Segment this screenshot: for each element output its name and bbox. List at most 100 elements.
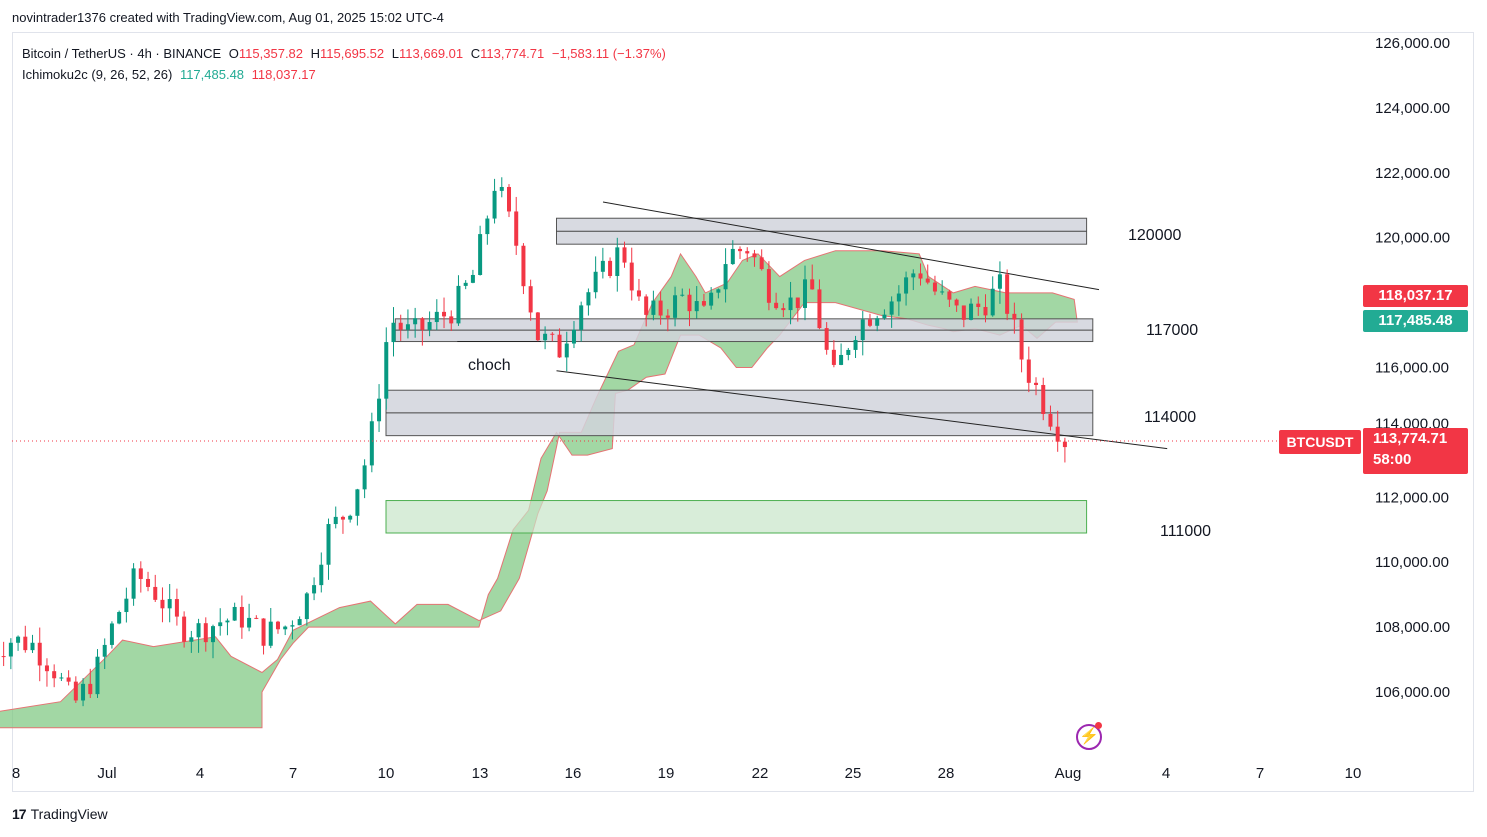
price-axis-label: 112,000.00 <box>1375 489 1449 506</box>
candle-body <box>543 333 548 341</box>
candle-body <box>405 324 410 330</box>
candle-body <box>831 349 836 365</box>
indicator-value-2: 118,037.17 <box>251 67 316 82</box>
candle-body <box>1048 413 1053 427</box>
candle-body <box>528 286 533 313</box>
candle-body <box>680 294 685 296</box>
close-value: 113,774.71 <box>480 46 545 61</box>
candle-body <box>709 292 714 306</box>
tradingview-name: TradingView <box>30 806 108 822</box>
candle-body <box>478 234 483 275</box>
indicator-legend[interactable]: Ichimoku2c (9, 26, 52, 26) 117,485.48 11… <box>22 67 320 82</box>
candle-body <box>369 421 374 466</box>
candle-body <box>391 322 396 343</box>
indicator-value-1: 117,485.48 <box>179 67 245 82</box>
candle-body <box>297 619 302 626</box>
candle-body <box>1034 382 1039 385</box>
price-axis-label: 106,000.00 <box>1375 684 1450 701</box>
candle-body <box>997 274 1002 289</box>
candle-body <box>795 297 800 308</box>
candle-body <box>904 277 909 294</box>
candle-body <box>247 617 252 628</box>
ohlc-legend: Bitcoin / TetherUS · 4h · BINANCE O115,3… <box>22 46 670 61</box>
candle-body <box>629 262 634 291</box>
candle-body <box>781 308 786 311</box>
candle-body <box>644 296 649 315</box>
candle-body <box>701 301 706 306</box>
candle-body <box>889 301 894 315</box>
candle-body <box>1005 274 1010 314</box>
candle-body <box>1055 426 1060 442</box>
candle-body <box>1 656 6 658</box>
candle-body <box>983 306 988 316</box>
candle-body <box>239 606 244 628</box>
time-axis-label: 28 <box>938 765 955 782</box>
candle-body <box>153 586 158 600</box>
candle-body <box>882 314 887 319</box>
zone-label-117000: 117000 <box>1146 322 1198 339</box>
candle-body <box>1026 359 1031 383</box>
candle-body <box>839 354 844 365</box>
candle-body <box>59 677 64 679</box>
indicator-name[interactable]: Ichimoku2c (9, 26, 52, 26) <box>22 67 173 82</box>
price-axis-label: 126,000.00 <box>1375 35 1450 52</box>
candle-body <box>918 273 923 279</box>
candle-body <box>802 279 807 308</box>
candle-body <box>651 300 656 315</box>
candle-body <box>254 617 259 619</box>
symbol-title[interactable]: Bitcoin / TetherUS · 4h · BINANCE <box>22 46 222 61</box>
lightning-icon[interactable]: ⚡ <box>1076 724 1102 750</box>
candle-body <box>456 285 461 324</box>
candle-body <box>167 599 172 609</box>
candle-body <box>723 264 728 290</box>
senkou-b-price-tag: 118,037.17 <box>1363 285 1468 307</box>
chart-frame[interactable] <box>12 32 1474 792</box>
zone-label-120000: 120000 <box>1128 227 1181 244</box>
candle-body <box>947 291 952 300</box>
candle-body <box>860 319 865 341</box>
candle-body <box>275 621 280 630</box>
candle-body <box>124 598 129 613</box>
candle-body <box>44 665 49 672</box>
candle-body <box>658 300 663 316</box>
time-axis-label: 13 <box>472 765 489 782</box>
candle-body <box>232 606 237 621</box>
candle-body <box>268 621 273 646</box>
candle-body <box>514 211 519 246</box>
candle-body <box>600 260 605 272</box>
candle-body <box>463 282 468 286</box>
price-axis-label: 108,000.00 <box>1375 619 1450 636</box>
candle-body <box>752 253 757 258</box>
candle-body <box>16 636 21 643</box>
time-axis-label: 16 <box>565 765 582 782</box>
tradingview-branding[interactable]: 17 TradingView <box>12 806 108 822</box>
candle-body <box>109 623 114 645</box>
time-axis-label: 25 <box>845 765 862 782</box>
candle-body <box>579 305 584 330</box>
zone-111000 <box>385 500 1088 534</box>
candle-body <box>759 257 764 270</box>
time-axis-label: 4 <box>196 765 204 782</box>
candle-body <box>1019 319 1024 360</box>
candle-body <box>499 186 504 191</box>
time-axis-label: Jul <box>97 765 116 782</box>
candle-body <box>853 340 858 350</box>
candle-body <box>420 318 425 330</box>
bar-countdown: 58:00 <box>1373 451 1412 468</box>
candle-body <box>564 343 569 358</box>
candle-body <box>875 318 880 326</box>
candle-body <box>593 271 598 293</box>
candle-body <box>290 625 295 627</box>
candle-body <box>521 245 526 287</box>
candle-body <box>896 293 901 302</box>
candle-body <box>218 622 223 627</box>
candle-body <box>730 248 735 265</box>
price-axis-label: 110,000.00 <box>1375 554 1449 571</box>
candle-body <box>716 289 721 293</box>
symbol-price-tag: BTCUSDT <box>1279 430 1361 454</box>
candle-body <box>95 656 100 695</box>
time-axis-label: 19 <box>658 765 675 782</box>
price-axis-label: 124,000.00 <box>1375 100 1450 117</box>
upper-trendline <box>602 201 1100 291</box>
